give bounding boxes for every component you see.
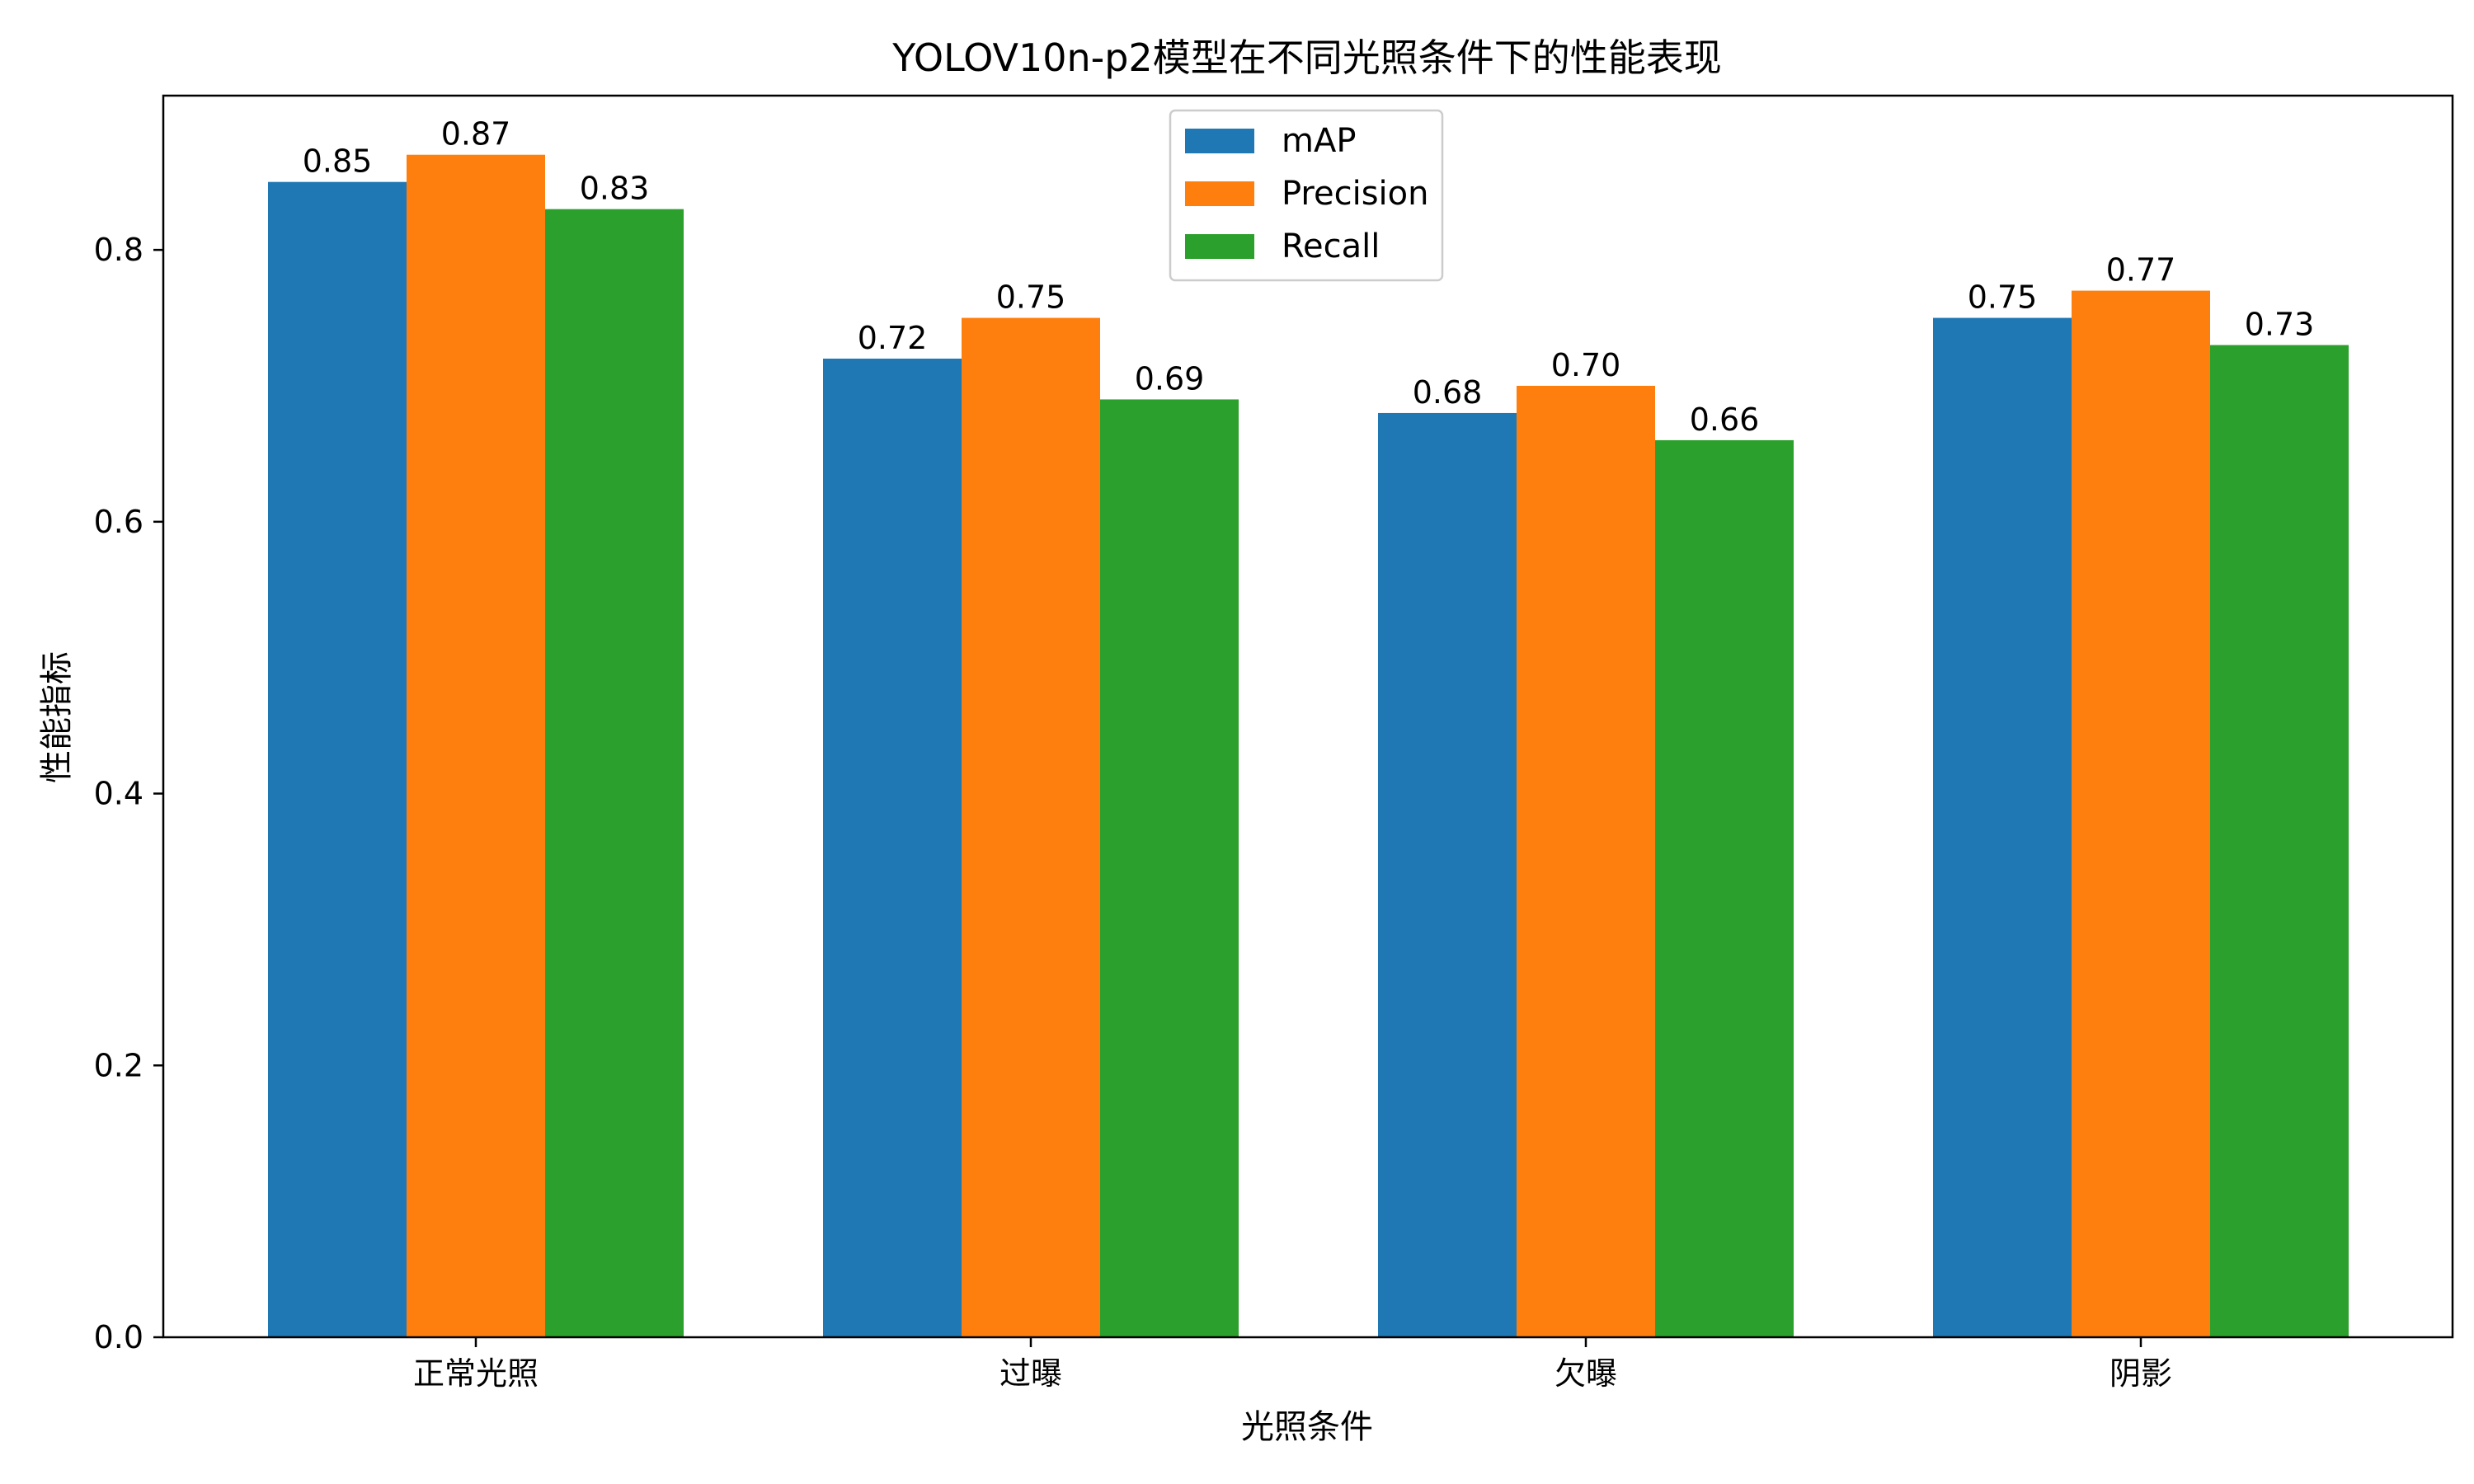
bar-recall-2: [1655, 439, 1794, 1338]
bar-map-0: [268, 181, 407, 1338]
bars-layer: [268, 154, 2349, 1338]
data-label: 0.72: [858, 320, 928, 356]
bar-precision-0: [407, 154, 545, 1338]
y-tick-label: 0.4: [94, 776, 143, 812]
x-tick-label: 过曝: [999, 1355, 1062, 1392]
bar-recall-1: [1100, 399, 1239, 1338]
y-tick-label: 0.2: [94, 1047, 143, 1083]
bar-map-3: [1933, 317, 2072, 1337]
bar-map-1: [823, 359, 962, 1337]
data-label: 0.87: [441, 116, 511, 153]
plot-frame: [162, 94, 2454, 1339]
y-axis-label: 性能指标: [38, 651, 76, 783]
data-label: 0.73: [2245, 307, 2315, 343]
legend-label-precision: Precision: [1282, 175, 1428, 213]
data-label: 0.75: [996, 279, 1066, 316]
legend-swatch-precision: [1185, 181, 1254, 206]
ticks-layer: 正常光照 过曝 欠曝 阴影 0.0 0.2 0.4 0.6 0.8: [94, 232, 2172, 1392]
legend: mAP Precision Recall: [1169, 109, 1444, 282]
data-label: 0.66: [1690, 402, 1760, 438]
data-label: 0.69: [1135, 360, 1205, 397]
bar-precision-2: [1517, 385, 1655, 1338]
data-label: 0.68: [1413, 374, 1483, 411]
x-axis-label: 光照条件: [1241, 1408, 1373, 1446]
data-label: 0.77: [2106, 252, 2176, 289]
legend-label-recall: Recall: [1282, 228, 1380, 265]
bar-precision-3: [2072, 290, 2210, 1337]
bar-recall-3: [2210, 345, 2349, 1337]
bar-map-2: [1378, 412, 1517, 1338]
data-label: 0.75: [1968, 279, 2038, 316]
data-labels-layer: 0.85 0.87 0.83 0.72 0.75 0.69 0.68 0.70 0.66 0.75…: [303, 116, 2315, 438]
legend-swatch-map: [1185, 129, 1254, 153]
legend-swatch-recall: [1185, 234, 1254, 259]
legend-label-map: mAP: [1282, 122, 1356, 160]
y-tick-label: 0.0: [94, 1319, 143, 1355]
x-tick-label: 正常光照: [413, 1355, 539, 1392]
data-label: 0.70: [1551, 347, 1621, 383]
data-label: 0.85: [303, 143, 373, 180]
x-tick-label: 阴影: [2109, 1355, 2172, 1392]
chart-title: YOLOV10n-p2模型在不同光照条件下的性能表现: [891, 35, 1721, 80]
bar-recall-0: [545, 209, 684, 1337]
y-tick-label: 0.8: [94, 232, 143, 268]
data-label: 0.83: [580, 171, 650, 207]
bar-precision-1: [962, 317, 1100, 1337]
x-tick-label: 欠曝: [1554, 1355, 1617, 1392]
y-tick-label: 0.6: [94, 504, 143, 540]
